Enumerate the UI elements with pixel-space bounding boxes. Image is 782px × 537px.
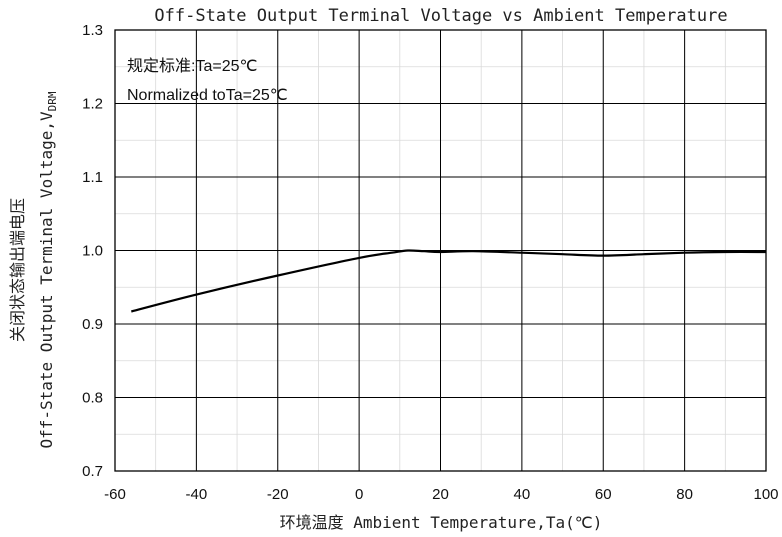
x-tick-label: 80 bbox=[676, 486, 693, 503]
x-tick-label: -20 bbox=[267, 486, 289, 503]
y-axis-label-en-text: Off-State Output Terminal Voltage,V bbox=[37, 111, 56, 449]
x-tick-labels: -60 -40 -20 0 20 40 60 80 100 bbox=[104, 486, 778, 503]
y-axis-label-group: 关闭状态输出端电压 Off-State Output Terminal Volt… bbox=[8, 91, 59, 448]
x-tick-label: 100 bbox=[753, 486, 778, 503]
y-tick-label: 0.7 bbox=[82, 463, 103, 480]
y-tick-labels: 0.7 0.8 0.9 1.0 1.1 1.2 1.3 bbox=[82, 22, 103, 480]
series-line bbox=[131, 249, 767, 313]
x-tick-label: 20 bbox=[432, 486, 449, 503]
y-tick-label: 0.8 bbox=[82, 390, 103, 407]
y-axis-label-subscript: DRM bbox=[46, 91, 59, 111]
annotation-normalized: Normalized toTa=25℃ bbox=[127, 87, 288, 104]
plot-frame bbox=[114, 29, 767, 472]
y-tick-label: 1.1 bbox=[82, 169, 103, 186]
x-tick-label: -60 bbox=[104, 486, 126, 503]
x-tick-label: 40 bbox=[514, 486, 531, 503]
x-tick-label: 0 bbox=[355, 486, 363, 503]
y-axis-label-cn: 关闭状态输出端电压 bbox=[8, 198, 27, 342]
y-tick-label: 1.2 bbox=[82, 96, 103, 113]
annotation-standard: 规定标准:Ta=25℃ bbox=[127, 57, 257, 75]
x-tick-label: -40 bbox=[186, 486, 208, 503]
x-axis-label: 环境温度 Ambient Temperature,Ta(℃) bbox=[280, 513, 603, 532]
y-tick-label: 1.3 bbox=[82, 22, 103, 39]
x-tick-label: 60 bbox=[595, 486, 612, 503]
y-axis-label-en: Off-State Output Terminal Voltage,VDRM bbox=[37, 91, 59, 448]
y-tick-label: 0.9 bbox=[82, 316, 103, 333]
y-tick-label: 1.0 bbox=[82, 243, 103, 260]
chart-title: Off-State Output Terminal Voltage vs Amb… bbox=[154, 6, 727, 26]
